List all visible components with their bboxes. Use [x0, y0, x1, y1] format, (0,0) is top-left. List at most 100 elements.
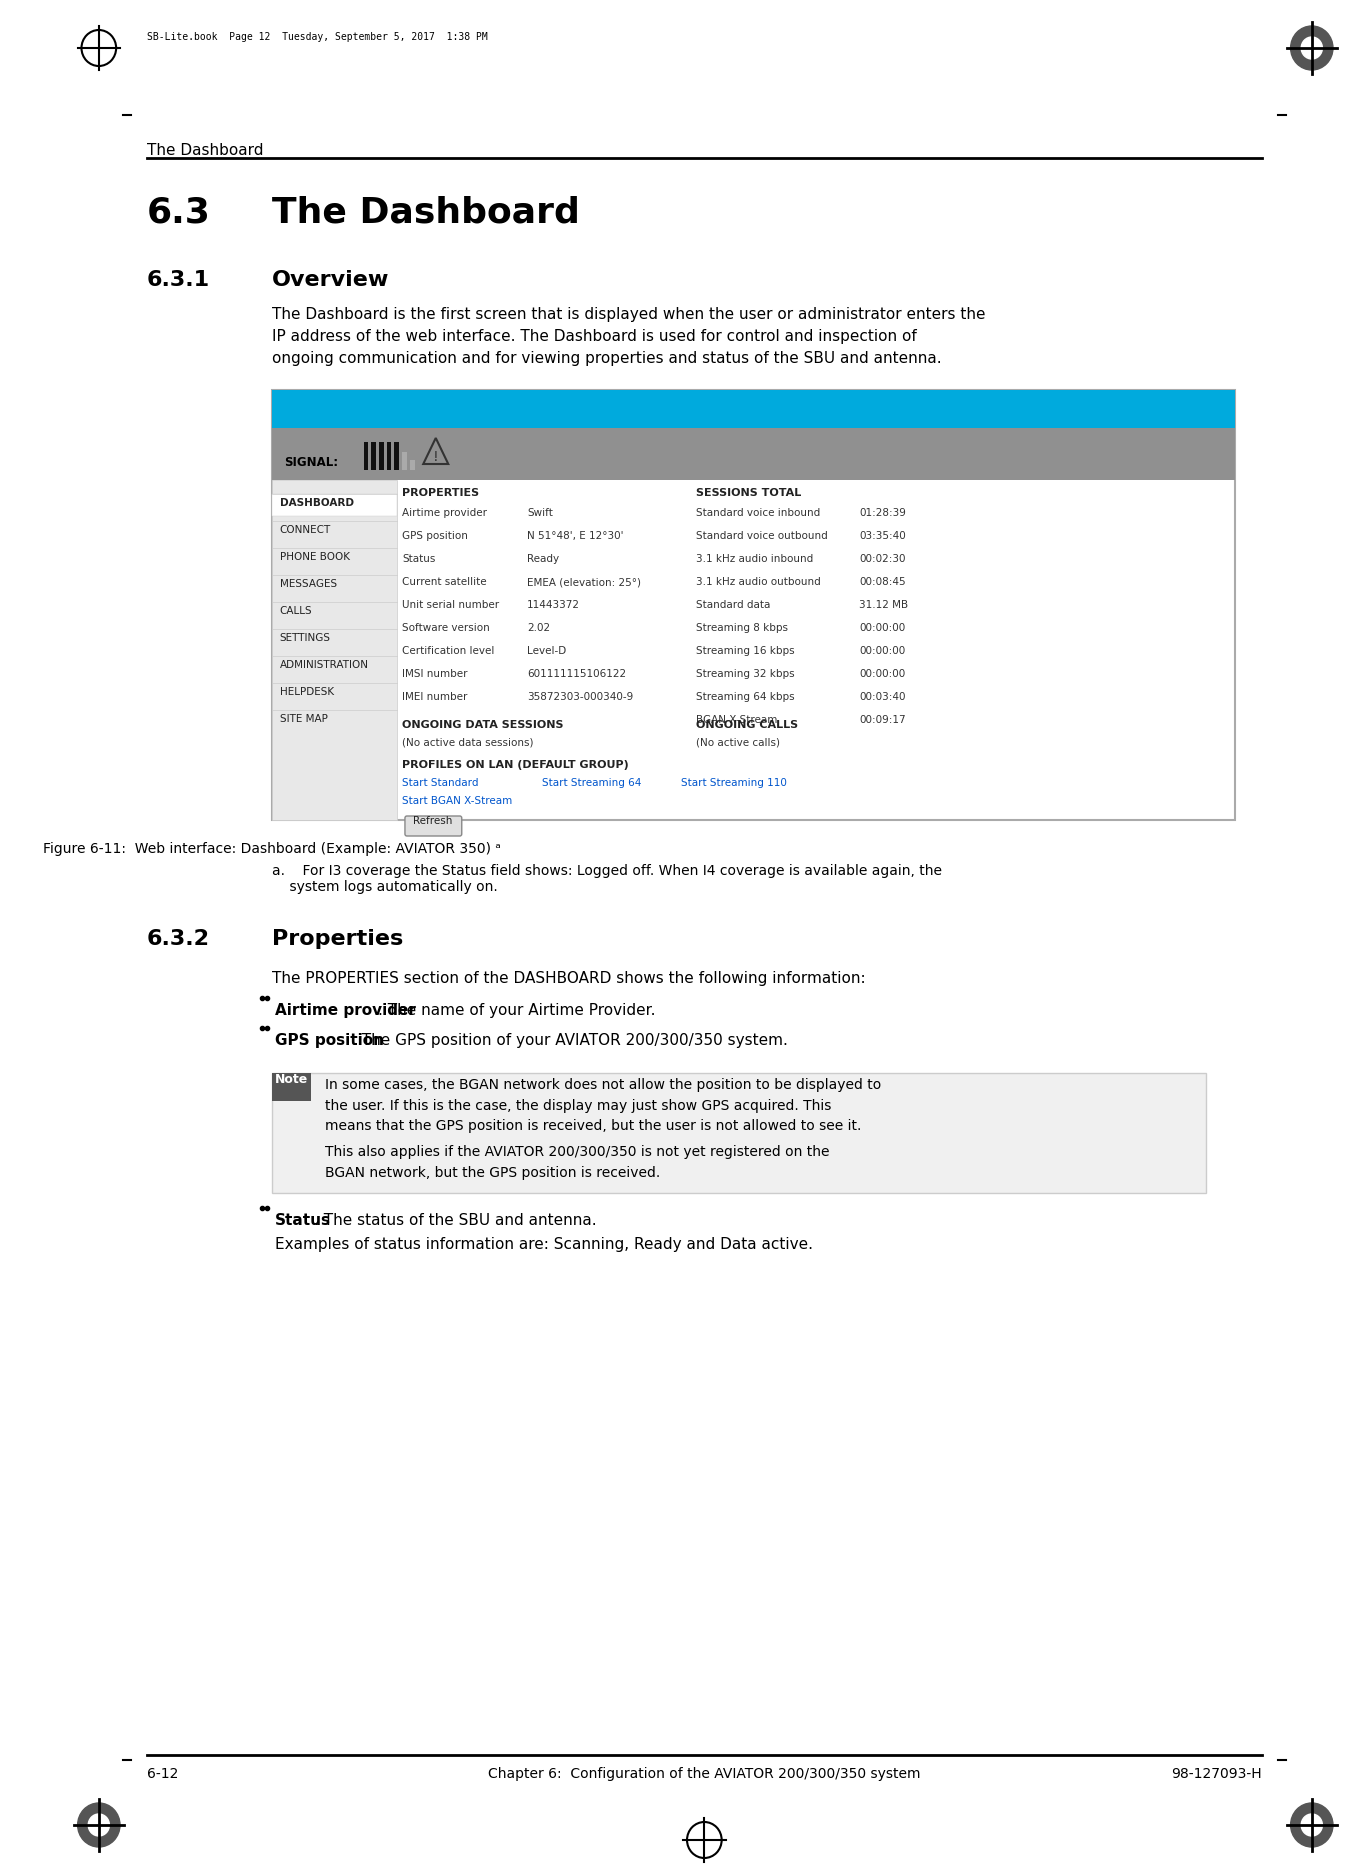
Circle shape: [1290, 1804, 1334, 1847]
Text: SESSIONS TOTAL: SESSIONS TOTAL: [695, 489, 801, 498]
Text: The Dashboard: The Dashboard: [147, 142, 263, 157]
Text: In some cases, the BGAN network does not allow the position to be displayed to
t: In some cases, the BGAN network does not…: [325, 1079, 881, 1133]
Text: Streaming 32 kbps: Streaming 32 kbps: [695, 669, 794, 680]
Text: Software version: Software version: [402, 624, 490, 633]
Bar: [272, 1073, 1206, 1193]
Text: PHONE BOOK: PHONE BOOK: [280, 553, 350, 562]
Text: 6.3.2: 6.3.2: [147, 929, 210, 950]
Text: SB-Lite.book  Page 12  Tuesday, September 5, 2017  1:38 PM: SB-Lite.book Page 12 Tuesday, September …: [147, 32, 488, 41]
Text: The Dashboard: The Dashboard: [272, 195, 580, 229]
Text: Properties: Properties: [272, 929, 403, 950]
Text: 00:03:40: 00:03:40: [860, 691, 906, 702]
Text: 35872303-000340-9: 35872303-000340-9: [527, 691, 633, 702]
Text: SITE MAP: SITE MAP: [280, 714, 327, 725]
Bar: [272, 1073, 311, 1101]
Text: 00:09:17: 00:09:17: [860, 715, 906, 725]
Text: 11443372: 11443372: [527, 599, 580, 611]
Text: Start Streaming 64: Start Streaming 64: [542, 777, 641, 789]
Circle shape: [88, 1813, 110, 1836]
Text: Start BGAN X-Stream: Start BGAN X-Stream: [402, 796, 512, 805]
FancyBboxPatch shape: [405, 817, 462, 835]
Bar: [272, 390, 1234, 820]
Text: IMSI number: IMSI number: [402, 669, 467, 680]
Text: Ready: Ready: [527, 554, 559, 564]
Text: BGAN X-Stream: BGAN X-Stream: [695, 715, 777, 725]
Bar: [394, 442, 399, 470]
Text: SIGNAL:: SIGNAL:: [284, 455, 338, 468]
Text: Certification level: Certification level: [402, 646, 494, 656]
Bar: [402, 451, 407, 470]
Text: Examples of status information are: Scanning, Ready and Data active.: Examples of status information are: Scan…: [274, 1236, 813, 1251]
Text: Airtime provider: Airtime provider: [274, 1004, 416, 1019]
Text: Overview: Overview: [272, 270, 390, 290]
Text: Figure 6-11:  Web interface: Dashboard (Example: AVIATOR 350) ᵃ: Figure 6-11: Web interface: Dashboard (E…: [43, 843, 501, 856]
Text: . The GPS position of your AVIATOR 200/300/350 system.: . The GPS position of your AVIATOR 200/3…: [352, 1034, 788, 1049]
Text: EMEA (elevation: 25°): EMEA (elevation: 25°): [527, 577, 641, 586]
Text: ONGOING DATA SESSIONS: ONGOING DATA SESSIONS: [402, 719, 564, 730]
Text: Standard voice inbound: Standard voice inbound: [695, 508, 820, 519]
Text: PROFILES ON LAN (DEFAULT GROUP): PROFILES ON LAN (DEFAULT GROUP): [402, 760, 629, 770]
Text: (No active calls): (No active calls): [695, 736, 779, 747]
Text: Standard voice outbound: Standard voice outbound: [695, 532, 827, 541]
Text: IMEI number: IMEI number: [402, 691, 467, 702]
Text: (No active data sessions): (No active data sessions): [402, 736, 534, 747]
Text: GPS position: GPS position: [274, 1034, 384, 1049]
Text: Swift: Swift: [527, 508, 553, 519]
Text: This also applies if the AVIATOR 200/300/350 is not yet registered on the
BGAN n: This also applies if the AVIATOR 200/300…: [325, 1144, 830, 1180]
Text: 601111115106122: 601111115106122: [527, 669, 626, 680]
Bar: [379, 442, 384, 470]
Circle shape: [77, 1804, 120, 1847]
Text: ONGOING CALLS: ONGOING CALLS: [695, 719, 797, 730]
Text: 3.1 kHz audio inbound: 3.1 kHz audio inbound: [695, 554, 813, 564]
Text: Note: Note: [274, 1073, 308, 1086]
Bar: [364, 442, 368, 470]
Text: . The name of your Airtime Provider.: . The name of your Airtime Provider.: [378, 1004, 656, 1019]
Text: Airtime provider: Airtime provider: [402, 508, 488, 519]
Text: HELPDESK: HELPDESK: [280, 687, 334, 697]
Text: Streaming 8 kbps: Streaming 8 kbps: [695, 624, 788, 633]
Text: ADMINISTRATION: ADMINISTRATION: [280, 659, 369, 671]
Text: 03:35:40: 03:35:40: [860, 532, 906, 541]
Text: 31.12 MB: 31.12 MB: [860, 599, 909, 611]
Text: The Dashboard is the first screen that is displayed when the user or administrat: The Dashboard is the first screen that i…: [272, 307, 986, 367]
Text: Chapter 6:  Configuration of the AVIATOR 200/300/350 system: Chapter 6: Configuration of the AVIATOR …: [488, 1766, 921, 1781]
Text: 3.1 kHz audio outbound: 3.1 kHz audio outbound: [695, 577, 820, 586]
Bar: [272, 479, 398, 820]
Bar: [371, 442, 376, 470]
Text: 6.3.1: 6.3.1: [147, 270, 210, 290]
Text: CONNECT: CONNECT: [280, 524, 331, 536]
Circle shape: [1290, 26, 1334, 69]
Text: Level-D: Level-D: [527, 646, 566, 656]
Text: Unit serial number: Unit serial number: [402, 599, 500, 611]
Bar: [410, 461, 414, 470]
Text: 98-127093-H: 98-127093-H: [1171, 1766, 1262, 1781]
Text: 2.02: 2.02: [527, 624, 550, 633]
Text: 00:00:00: 00:00:00: [860, 624, 906, 633]
Bar: [387, 442, 391, 470]
Text: Standard data: Standard data: [695, 599, 770, 611]
Text: Start Standard: Start Standard: [402, 777, 478, 789]
Text: MESSAGES: MESSAGES: [280, 579, 337, 588]
Text: 00:00:00: 00:00:00: [860, 669, 906, 680]
Text: Status: Status: [274, 1214, 331, 1229]
Text: Current satellite: Current satellite: [402, 577, 486, 586]
Text: SETTINGS: SETTINGS: [280, 633, 331, 642]
Text: a.    For I3 coverage the Status field shows: Logged off. When I4 coverage is av: a. For I3 coverage the Status field show…: [272, 863, 942, 893]
Bar: [272, 390, 1234, 429]
Text: CALLS: CALLS: [280, 607, 312, 616]
Text: GPS position: GPS position: [402, 532, 469, 541]
Text: Streaming 16 kbps: Streaming 16 kbps: [695, 646, 794, 656]
Text: Start Streaming 110: Start Streaming 110: [682, 777, 788, 789]
Text: 6-12: 6-12: [147, 1766, 178, 1781]
Circle shape: [1301, 1813, 1323, 1836]
Text: 00:08:45: 00:08:45: [860, 577, 906, 586]
Text: DASHBOARD: DASHBOARD: [280, 498, 354, 508]
Bar: [272, 494, 398, 515]
Text: PROPERTIES: PROPERTIES: [402, 489, 479, 498]
Text: 6.3: 6.3: [147, 195, 210, 229]
Text: . The status of the SBU and antenna.: . The status of the SBU and antenna.: [314, 1214, 596, 1229]
Text: The PROPERTIES section of the DASHBOARD shows the following information:: The PROPERTIES section of the DASHBOARD …: [272, 970, 866, 985]
Bar: [272, 429, 1234, 479]
Text: Status: Status: [402, 554, 436, 564]
Circle shape: [1301, 37, 1323, 60]
